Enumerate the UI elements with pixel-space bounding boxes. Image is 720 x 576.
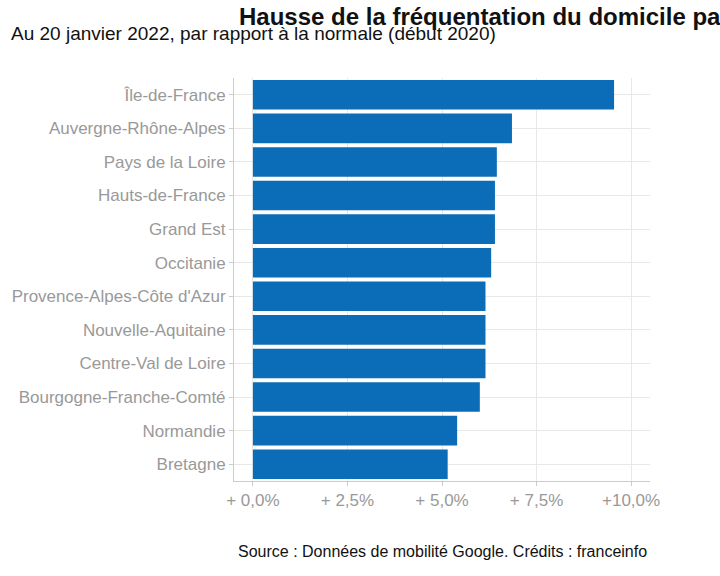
svg-text:+ 0,0%: + 0,0%: [226, 491, 279, 510]
svg-text:Au 20 janvier 2022, par rappor: Au 20 janvier 2022, par rapport à la nor…: [11, 23, 496, 44]
svg-text:Hausse de la fréquentation du: Hausse de la fréquentation du domicile p…: [239, 3, 720, 30]
svg-text:Normandie: Normandie: [142, 422, 225, 441]
svg-text:Centre-Val de Loire: Centre-Val de Loire: [79, 354, 225, 373]
svg-text:+ 7,5%: + 7,5%: [510, 491, 563, 510]
svg-text:Source : Données de mobilité G: Source : Données de mobilité Google. Cré…: [238, 543, 647, 560]
svg-text:Provence-Alpes-Côte d'Azur: Provence-Alpes-Côte d'Azur: [12, 287, 226, 306]
svg-text:Bretagne: Bretagne: [157, 455, 226, 474]
svg-text:Grand Est: Grand Est: [149, 220, 226, 239]
svg-text:Pays de la Loire: Pays de la Loire: [104, 153, 226, 172]
svg-text:Auvergne-Rhône-Alpes: Auvergne-Rhône-Alpes: [49, 119, 226, 138]
svg-text:+ 5,0%: + 5,0%: [415, 491, 468, 510]
svg-text:Île-de-France: Île-de-France: [123, 86, 225, 105]
svg-text:Hauts-de-France: Hauts-de-France: [98, 186, 226, 205]
svg-text:+ 2,5%: + 2,5%: [321, 491, 374, 510]
svg-text:Bourgogne-Franche-Comté: Bourgogne-Franche-Comté: [19, 388, 226, 407]
svg-text:Occitanie: Occitanie: [155, 254, 226, 273]
svg-text:Nouvelle-Aquitaine: Nouvelle-Aquitaine: [83, 321, 226, 340]
svg-text:+10,0%: +10,0%: [602, 491, 660, 510]
